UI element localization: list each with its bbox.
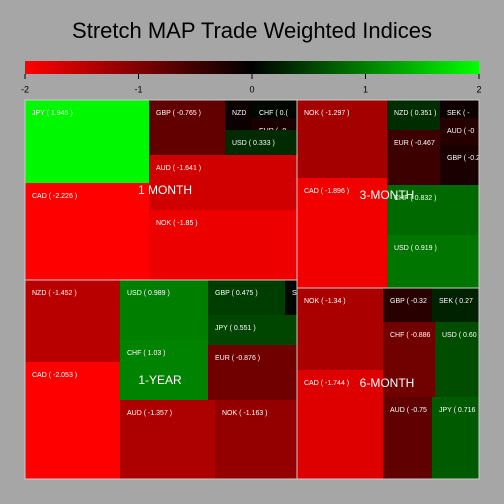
tile bbox=[285, 280, 297, 315]
colorbar-tick-label: -2 bbox=[21, 84, 29, 94]
colorbar-tick-label: 1 bbox=[363, 84, 368, 94]
tile-label: NZD bbox=[232, 110, 246, 117]
tile-label: CHF ( -0.886 bbox=[390, 332, 431, 339]
tile bbox=[252, 100, 297, 118]
tile-label: CAD ( -1.744 ) bbox=[304, 380, 349, 387]
tile bbox=[432, 288, 479, 322]
tile-label: GBP ( -0.765 ) bbox=[156, 110, 201, 117]
chart-title: Stretch MAP Trade Weighted Indices bbox=[72, 18, 432, 43]
colorbar-tick-label: 2 bbox=[476, 84, 481, 94]
tile bbox=[215, 400, 297, 479]
tile-label: USD ( 0.919 ) bbox=[394, 245, 437, 252]
tile bbox=[25, 183, 149, 280]
tile bbox=[149, 100, 225, 155]
tile bbox=[440, 118, 479, 145]
tile bbox=[297, 288, 383, 370]
tile bbox=[440, 145, 479, 185]
tile-label: JPY ( 1.945 ) bbox=[32, 110, 73, 117]
tile bbox=[297, 100, 387, 178]
tile-label: AUD ( -1.641 ) bbox=[156, 165, 201, 172]
tile-label: CAD ( -2.053 ) bbox=[32, 372, 77, 379]
tile-label: NOK ( -1.297 ) bbox=[304, 110, 350, 117]
tile bbox=[208, 345, 297, 400]
tile-label: CHF ( 0.832 ) bbox=[394, 195, 436, 202]
tile bbox=[297, 178, 387, 288]
tile-label: JPY ( 0.551 ) bbox=[215, 325, 256, 332]
tile bbox=[225, 100, 252, 130]
tile bbox=[208, 280, 285, 315]
tile bbox=[297, 370, 383, 479]
tile-label: USD ( 0.989 ) bbox=[127, 290, 170, 297]
tile bbox=[383, 397, 432, 479]
tile-label: AUD ( -0.75 bbox=[390, 407, 427, 414]
tile bbox=[149, 210, 297, 280]
tile-label: EUR ( -0.467 bbox=[394, 140, 435, 147]
tile-label: S bbox=[292, 290, 297, 297]
tile bbox=[208, 315, 297, 345]
tile-label: EUR ( -0 bbox=[259, 128, 286, 135]
tile-label: NOK ( -1.85 ) bbox=[156, 220, 198, 227]
tile-label: GBP ( 0.475 ) bbox=[215, 290, 258, 297]
tile bbox=[25, 280, 120, 362]
tile-label: USD ( 0.60 bbox=[442, 332, 477, 339]
tile bbox=[120, 400, 215, 479]
tile-label: CAD ( -1.896 ) bbox=[304, 188, 349, 195]
tile bbox=[225, 130, 297, 155]
tile bbox=[120, 280, 208, 340]
tile bbox=[387, 185, 479, 235]
panel-border bbox=[296, 287, 480, 480]
tile-label: CHF ( 0.( bbox=[259, 110, 288, 117]
colorbar-tick-label: 0 bbox=[249, 84, 254, 94]
panel: NOK ( -1.297 ) NZD ( 0.351 ) SEK ( - AUD ( … bbox=[296, 99, 480, 289]
tile-label: CAD ( -2.226 ) bbox=[32, 193, 77, 200]
tile-label: AUD ( -0 bbox=[447, 128, 474, 135]
tile bbox=[149, 155, 297, 210]
tile-label: AUD ( -1.357 ) bbox=[127, 410, 172, 417]
tile bbox=[383, 288, 432, 322]
panel: JPY ( 1.945 ) GBP ( -0.765 ) NZD CHF ( 0.( E… bbox=[24, 99, 298, 281]
tile bbox=[440, 100, 479, 118]
tile-label: USD ( 0.333 ) bbox=[232, 140, 275, 147]
panel: NOK ( -1.34 ) GBP ( -0.32 SEK ( 0.27 CHF ( … bbox=[296, 287, 480, 480]
panel: NZD ( -1.452 ) USD ( 0.989 ) GBP ( 0.475 )… bbox=[24, 279, 298, 480]
tile-label: GBP ( -0.2 bbox=[447, 155, 480, 162]
tile-label: EUR ( -0.876 ) bbox=[215, 355, 260, 362]
tile-label: NOK ( -1.163 ) bbox=[222, 410, 268, 417]
tile-label: NZD ( 0.351 ) bbox=[394, 110, 436, 117]
tile-label: JPY ( 0.716 bbox=[439, 407, 476, 414]
tile bbox=[387, 235, 479, 288]
tile bbox=[25, 362, 120, 479]
colorbar bbox=[25, 61, 479, 74]
tile-label: SEK ( 0.27 bbox=[439, 298, 473, 305]
tile bbox=[387, 130, 440, 185]
panel-label: 3-MONTH bbox=[360, 188, 415, 202]
tile-label: NOK ( -1.34 ) bbox=[304, 298, 346, 305]
tile bbox=[25, 100, 149, 183]
panel-label: 1-YEAR bbox=[138, 373, 182, 387]
panel-label: 6-MONTH bbox=[360, 376, 415, 390]
tile bbox=[387, 100, 440, 130]
tile bbox=[252, 118, 297, 130]
colorbar-tick-label: -1 bbox=[134, 84, 142, 94]
tile-label: CHF ( 1.03 ) bbox=[127, 350, 166, 357]
tile-label: GBP ( -0.32 bbox=[390, 298, 427, 305]
tile bbox=[120, 340, 208, 400]
panel-label: 1 MONTH bbox=[138, 183, 192, 197]
tile-label: SEK ( - bbox=[447, 110, 470, 117]
tile-label: NZD ( -1.452 ) bbox=[32, 290, 77, 297]
tile bbox=[435, 322, 479, 397]
tile bbox=[432, 397, 479, 479]
tile bbox=[383, 322, 435, 397]
